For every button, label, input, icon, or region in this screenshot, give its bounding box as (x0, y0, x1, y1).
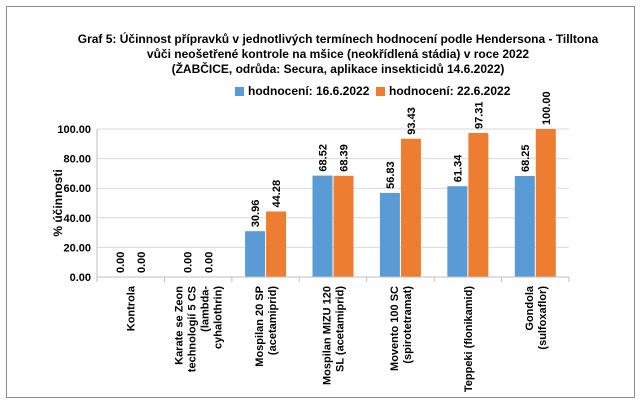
bar-series-2 (535, 129, 556, 277)
category-label: Kontrola (126, 285, 138, 331)
bar-series-2 (468, 132, 489, 277)
category-label: (acetamiprid) (267, 286, 279, 355)
bar-series-1 (245, 231, 266, 277)
chart-title-line: (ŽABČICE, odrůda: Secura, aplikace insek… (172, 61, 505, 76)
legend-entry: hodnocení: 16.6.2022 (248, 84, 370, 98)
y-tick-label: 0.00 (70, 272, 91, 284)
category-label: technologií 5 CS (187, 286, 199, 372)
category-label: cyhalothrin) (213, 286, 225, 349)
category-label: Teppeki (flonikamid) (463, 286, 475, 392)
category-label: SL (acetamiprid) (335, 286, 347, 372)
y-tick-label: 20.00 (63, 242, 91, 254)
data-label: 0.00 (204, 252, 216, 273)
legend-swatch (376, 87, 385, 96)
bar-series-2 (333, 175, 354, 277)
category-label: Movento 100 SC (389, 286, 401, 371)
data-label: 97.31 (473, 101, 485, 129)
bar-series-1 (514, 175, 535, 277)
category-label: Karate se Zeon (174, 286, 186, 365)
category-label: (spirotetramat) (402, 286, 414, 364)
category-label: Gondola (524, 285, 536, 330)
category-label: Mospilan MIZU 120 (322, 286, 334, 385)
bar-series-1 (447, 186, 468, 277)
data-label: 68.52 (318, 144, 330, 172)
data-label: 93.43 (406, 107, 418, 135)
data-label: 30.96 (250, 200, 262, 228)
data-label: 68.25 (520, 144, 532, 172)
y-tick-label: 40.00 (63, 213, 91, 225)
y-tick-label: 100.00 (57, 124, 91, 136)
data-label: 61.34 (452, 154, 464, 182)
data-label: 100.00 (541, 91, 553, 125)
legend-entry: hodnocení: 22.6.2022 (389, 84, 511, 98)
data-label: 0.00 (136, 252, 148, 273)
data-label: 44.28 (271, 180, 283, 208)
bar-series-1 (312, 175, 333, 277)
chart-title-line: vůči neošetřené kontrole na mšice (neokř… (147, 47, 529, 61)
data-label: 0.00 (115, 252, 127, 273)
data-label: 68.39 (339, 144, 351, 172)
y-tick-label: 80.00 (63, 154, 91, 166)
bar-series-2 (266, 211, 287, 277)
y-axis-label: % účinnosti (51, 169, 65, 236)
data-label: 56.83 (385, 161, 397, 189)
bar-series-1 (379, 192, 400, 277)
bar-series-2 (400, 138, 421, 277)
data-label: 0.00 (183, 252, 195, 273)
legend-swatch (235, 87, 244, 96)
category-label: (lambda- (200, 286, 212, 332)
category-label: (sulfoxaflor) (537, 286, 549, 350)
chart-title-line: Graf 5: Účinnost přípravků v jednotlivýc… (78, 31, 599, 46)
y-tick-label: 60.00 (63, 183, 91, 195)
category-label: Mospilan 20 SP (254, 286, 266, 367)
